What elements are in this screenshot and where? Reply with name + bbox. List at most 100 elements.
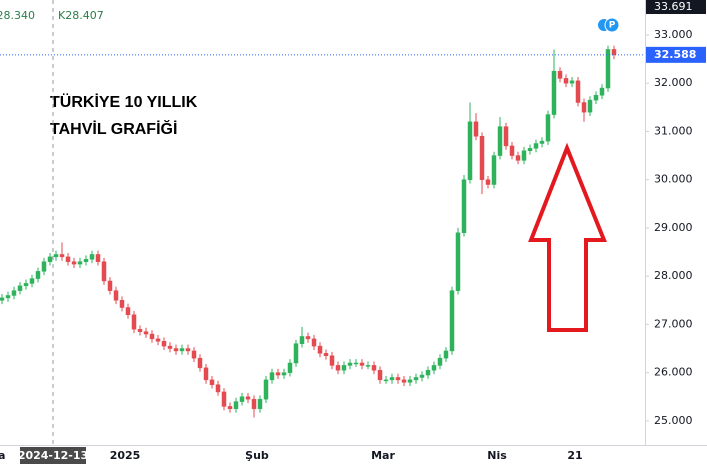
candle-body <box>149 333 155 340</box>
candle-body <box>389 377 395 381</box>
candle-body <box>467 121 473 180</box>
candle-body <box>515 155 521 161</box>
candle-body <box>17 285 23 291</box>
candle-body <box>101 261 107 282</box>
candle-body <box>461 179 467 234</box>
y-tick-label: 30.000 <box>654 173 693 186</box>
candle-body <box>53 254 59 258</box>
event-marker-label: P <box>609 21 616 31</box>
candle-body <box>65 256 71 262</box>
candle-body <box>431 365 437 371</box>
candle-body <box>161 341 167 347</box>
candle-body <box>593 95 599 101</box>
candle-body <box>401 379 407 383</box>
candle-body <box>5 295 11 299</box>
candle-body <box>47 256 53 262</box>
candle-body <box>419 374 425 378</box>
candle-body <box>143 331 149 335</box>
candle-body <box>407 379 413 383</box>
candle-body <box>185 348 191 352</box>
x-tick-label: Nis <box>487 449 507 462</box>
candle-body <box>377 369 383 381</box>
candle-body <box>245 396 251 400</box>
candle-body <box>473 121 479 137</box>
y-tick-label: 25.000 <box>654 414 693 427</box>
event-marker <box>604 17 620 33</box>
candle-body <box>167 345 173 349</box>
candle-body <box>497 126 503 156</box>
candle-body <box>305 336 311 340</box>
candle-body <box>563 78 569 84</box>
candle-body <box>173 348 179 352</box>
candle-body <box>545 114 551 142</box>
candle-body <box>551 70 557 115</box>
candle-body <box>89 254 95 260</box>
legend-low: D28.340 <box>0 9 35 22</box>
candle-body <box>599 87 605 96</box>
candle-body <box>239 396 245 402</box>
candle-body <box>35 271 41 279</box>
last-price-box <box>646 46 706 63</box>
candle-body <box>221 391 227 407</box>
candle-body <box>347 362 353 366</box>
candle-body <box>455 232 461 291</box>
candle-body <box>329 355 335 366</box>
x-tick-label: 2025 <box>110 449 141 462</box>
candle-body <box>395 377 401 381</box>
candle-body <box>449 290 455 352</box>
y-tick-label: 28.000 <box>654 269 693 282</box>
legend-close: K28.407 <box>58 9 104 22</box>
candle-body <box>575 80 581 103</box>
candle-body <box>0 297 5 301</box>
high-price-label: 33.691 <box>654 0 693 13</box>
x-tick-label: Şub <box>245 449 269 462</box>
candle-body <box>281 372 287 376</box>
candle-body <box>527 148 533 151</box>
high-price-box <box>646 0 706 14</box>
candle-body <box>233 401 239 410</box>
candle-body <box>95 254 101 262</box>
candle-body <box>521 150 527 161</box>
candle-body <box>383 379 389 382</box>
candle-body <box>77 261 83 265</box>
x-tick-label: 21 <box>567 449 582 462</box>
candle-body <box>131 314 137 330</box>
x-tick-label: Mar <box>371 449 395 462</box>
candle-body <box>479 136 485 180</box>
candle-body <box>491 155 497 185</box>
candle-body <box>191 350 197 359</box>
candle-body <box>503 126 509 147</box>
candle-body <box>485 179 491 185</box>
y-tick-label: 26.000 <box>654 366 693 379</box>
candle-body <box>569 80 575 84</box>
candle-body <box>107 280 113 291</box>
candle-body <box>209 379 215 385</box>
candle-body <box>311 338 317 347</box>
candle-body <box>353 362 359 365</box>
y-tick-label: 33.000 <box>654 28 693 41</box>
candle-body <box>509 145 515 156</box>
candle-body <box>371 365 377 371</box>
candle-body <box>437 357 443 366</box>
candle-body <box>425 369 431 376</box>
candle-body <box>29 278 35 284</box>
candle-body <box>11 290 17 296</box>
candle-body <box>611 49 617 56</box>
candle-body <box>539 140 545 144</box>
arrow <box>528 142 607 332</box>
candle-body <box>257 398 263 410</box>
candle-body <box>443 350 449 359</box>
candle-body <box>215 384 221 393</box>
y-tick-label: 27.000 <box>654 317 693 330</box>
candle-body <box>59 254 65 258</box>
x-tick-label: 2024-12-13 <box>18 449 88 462</box>
candle-body <box>41 261 47 272</box>
candle-body <box>23 283 29 287</box>
candle-body <box>251 398 257 410</box>
candle-body <box>269 372 275 381</box>
candle-body <box>365 365 371 367</box>
candle-body <box>581 102 587 113</box>
annotation-title: TAHVİL GRAFİĞİ <box>50 119 177 138</box>
x-tick-label: ra <box>0 449 5 462</box>
